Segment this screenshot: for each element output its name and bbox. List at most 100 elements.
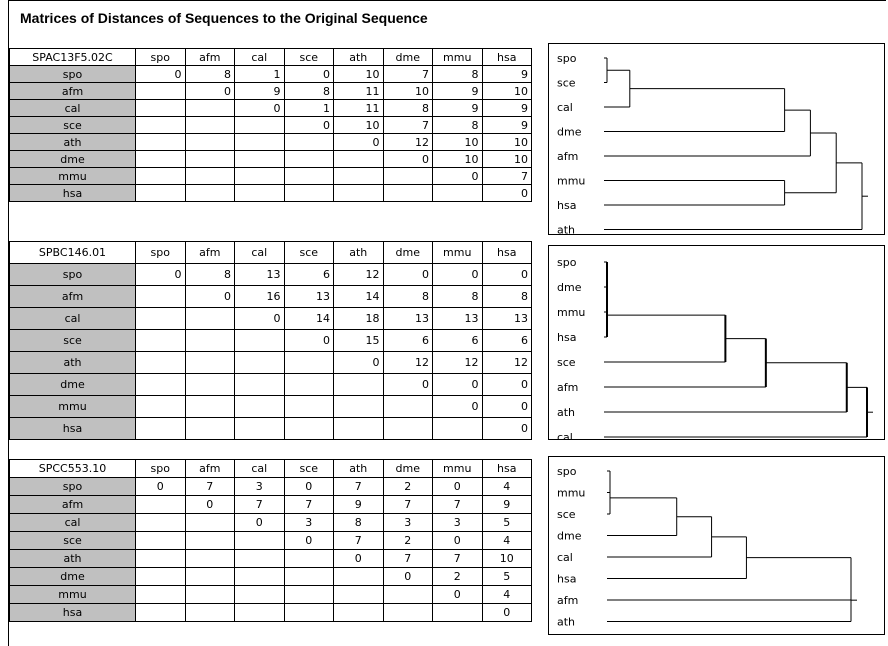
distance-cell: 11 [333, 99, 384, 117]
distance-cell [184, 395, 235, 418]
row-label: ath [9, 549, 136, 568]
distance-cell: 3 [283, 513, 334, 532]
distance-cell: 12 [432, 351, 483, 374]
distance-cell [135, 603, 186, 622]
leaf-label: spo [557, 256, 577, 269]
distance-cell [135, 417, 186, 440]
distance-cell [432, 184, 483, 202]
distance-cell: 13 [234, 263, 285, 286]
distance-cell [333, 373, 384, 396]
distance-cell [184, 603, 235, 622]
distance-cell: 16 [234, 285, 285, 308]
distance-cell [382, 395, 433, 418]
row-label: dme [9, 150, 136, 168]
distance-cell: 13 [481, 307, 532, 330]
distance-cell [184, 417, 235, 440]
leaf-label: dme [557, 126, 582, 139]
distance-cell: 0 [481, 417, 532, 440]
distance-cell [135, 150, 186, 168]
leaf-label: sce [557, 77, 576, 90]
leaf-label: afm [557, 381, 578, 394]
distance-cell [234, 150, 285, 168]
distance-cell: 7 [432, 495, 483, 514]
row-label: hsa [9, 417, 136, 440]
table-row: hsa 0 [9, 603, 532, 622]
distance-cell: 10 [382, 82, 433, 100]
column-header: sce [283, 48, 334, 66]
distance-cell [184, 133, 235, 151]
distance-cell: 9 [481, 99, 532, 117]
distance-cell [135, 285, 186, 308]
distance-cell: 9 [481, 495, 532, 514]
table-row: ath 0 12 10 10 [9, 133, 532, 151]
table-row: mmu 0 0 [9, 395, 532, 418]
column-header: spo [135, 459, 186, 478]
distance-cell [382, 184, 433, 202]
distance-cell: 0 [234, 513, 285, 532]
row-label: sce [9, 116, 136, 134]
distance-cell [184, 585, 235, 604]
distance-cell [184, 549, 235, 568]
table-row: hsa 0 [9, 417, 532, 440]
distance-cell: 8 [184, 65, 235, 83]
distance-cell [333, 585, 384, 604]
distance-cell [184, 167, 235, 185]
distance-cell: 0 [283, 477, 334, 496]
distance-cell: 0 [481, 263, 532, 286]
distance-cell: 6 [283, 263, 334, 286]
distance-cell [234, 585, 285, 604]
distance-cell: 2 [432, 567, 483, 586]
table-row: mmu 0 4 [9, 585, 532, 604]
distance-cell [135, 395, 186, 418]
row-label: cal [9, 99, 136, 117]
distance-cell [234, 351, 285, 374]
column-header: hsa [481, 459, 532, 478]
distance-cell [135, 307, 186, 330]
distance-cell: 7 [382, 116, 433, 134]
distance-cell: 12 [382, 133, 433, 151]
table-row: spo 0 8 13 6 12 0 0 0 [9, 263, 532, 286]
table-row: sce 0 7 2 0 4 [9, 531, 532, 550]
column-header: dme [382, 459, 433, 478]
distance-cell: 9 [432, 82, 483, 100]
distance-cell [234, 417, 285, 440]
leaf-label: afm [557, 150, 578, 163]
distance-cell: 4 [481, 585, 532, 604]
leaf-label: dme [557, 530, 582, 543]
table-row: cal 0 14 18 13 13 13 [9, 307, 532, 330]
distance-cell [234, 329, 285, 352]
distance-matrix-2: SPBC146.01 spo afm cal sce ath dme mmu hsa spo 0 8 1… [9, 241, 532, 440]
distance-cell [283, 585, 334, 604]
distance-cell [333, 184, 384, 202]
distance-cell [333, 167, 384, 185]
distance-cell [184, 329, 235, 352]
distance-cell: 4 [481, 531, 532, 550]
distance-cell: 0 [432, 373, 483, 396]
distance-cell: 8 [432, 65, 483, 83]
distance-cell [184, 567, 235, 586]
distance-cell: 10 [432, 133, 483, 151]
distance-cell [135, 549, 186, 568]
distance-cell: 3 [432, 513, 483, 532]
distance-cell [234, 184, 285, 202]
distance-cell [135, 531, 186, 550]
distance-cell: 8 [333, 513, 384, 532]
sheet-frame [8, 0, 886, 646]
column-header: hsa [481, 48, 532, 66]
distance-cell: 0 [234, 307, 285, 330]
column-header: cal [234, 459, 285, 478]
distance-cell: 0 [333, 133, 384, 151]
distance-cell [283, 184, 334, 202]
distance-cell [283, 417, 334, 440]
distance-cell: 12 [382, 351, 433, 374]
page-title: Matrices of Distances of Sequences to th… [20, 10, 428, 26]
table-row: dme 0 0 0 [9, 373, 532, 396]
distance-cell: 0 [333, 549, 384, 568]
distance-cell [184, 116, 235, 134]
distance-cell: 0 [333, 351, 384, 374]
dendrogram-2-svg: spo dme mmu hsa sce afm ath cal [557, 256, 873, 439]
distance-cell: 10 [432, 150, 483, 168]
distance-cell: 0 [481, 603, 532, 622]
column-header: hsa [481, 241, 532, 264]
distance-cell: 7 [283, 495, 334, 514]
